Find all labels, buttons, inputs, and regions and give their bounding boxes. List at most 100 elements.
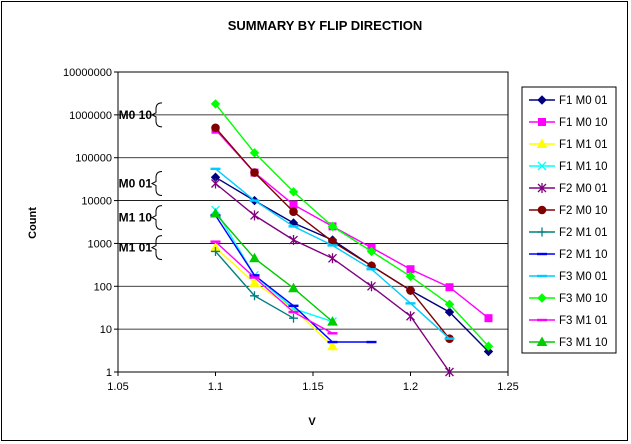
legend-item-f3-m0-01: F3 M0 01 [529,271,608,283]
data-point-f2-m1-01 [250,291,259,301]
series-line-f3-m0-10 [214,103,490,347]
annotation-m0-10: M0 10 [119,102,163,128]
legend-item-f1-m1-10: F1 M1 10 [529,161,608,173]
series-f1-m1-01 [210,242,338,351]
data-point-f3-m0-10 [444,299,455,310]
series-line-f3-m1-10 [214,213,333,323]
x-tick-label: 1.15 [302,381,323,393]
y-tick-label: 10000 [81,196,112,208]
data-point-f1-m0-10 [406,265,415,274]
legend-item-f3-m1-01: F3 M1 01 [529,315,608,327]
data-point-f1-m0-10 [445,283,454,292]
data-point-f2-m0-10 [250,168,259,177]
series-f2-m0-01 [211,178,454,377]
data-point-f3-m0-10 [405,271,416,282]
legend-box [521,86,617,354]
annotation-label: M1 10 [119,211,153,225]
annotations: M0 10 M0 01 M1 10 M1 01 [119,102,163,261]
data-point-f2-m1-01 [289,313,298,323]
series-group [210,99,494,377]
legend-item-f1-m1-01: F1 M1 01 [529,138,608,151]
legend: F1 M0 01 F1 M0 10 F1 M1 01 F1 M1 10 F2 M0 01… [521,86,617,354]
x-tick-label: 1.1 [208,381,223,393]
legend-marker [538,118,546,126]
series-f3-m0-10 [210,99,494,351]
data-point-f2-m0-01 [367,281,376,292]
legend-label: F1 M1 10 [559,161,608,173]
legend-label: F2 M0 10 [559,205,608,217]
legend-marker [537,205,547,215]
data-point-f2-m0-01 [406,311,415,322]
data-point-f3-m1-10 [327,316,338,326]
annotation-bracket [150,205,163,231]
series-f3-m1-01 [210,240,338,335]
series-f2-m1-10 [210,214,377,344]
legend-item-f2-m0-01: F2 M0 01 [529,183,608,195]
data-point-f2-m0-10 [211,123,220,133]
annotation-label: M1 01 [119,241,153,255]
y-tick-label: 10000000 [63,67,112,79]
legend-item-f2-m1-10: F2 M1 10 [529,249,608,261]
data-point-f1-m0-01 [483,346,494,357]
legend-label: F2 M0 01 [559,183,608,195]
series-f3-m0-01 [210,167,455,340]
annotation-label: M0 10 [119,108,153,122]
x-axis-title: V [308,416,316,428]
legend-label: F1 M0 10 [559,117,608,129]
data-point-f3-m0-10 [327,221,338,232]
series-line-f1-m1-10 [214,209,333,323]
series-line-f1-m0-01 [215,176,489,353]
x-tick-label: 1.2 [403,381,418,393]
data-point-f2-m1-01 [211,246,220,256]
legend-marker [537,183,547,193]
y-axis-title: Count [27,207,39,239]
annotation-m1-01: M1 01 [119,235,163,261]
series-f3-m1-10 [210,207,338,326]
legend-item-f2-m1-01: F2 M1 01 [529,227,608,239]
y-axis: 1 10 100 1000 10000 100000 1000000 10000000 [63,67,118,379]
legend-item-f1-m0-10: F1 M0 10 [529,117,608,129]
chart-title: SUMMARY BY FLIP DIRECTION [228,18,423,33]
x-tick-label: 1.25 [497,381,518,393]
series-line-f1-m0-10 [214,129,489,319]
data-point-f2-m0-10 [406,286,415,295]
data-point-f3-m1-10 [288,282,299,293]
legend-label: F3 M1 10 [559,337,608,349]
legend-marker [537,161,547,171]
legend-label: F1 M0 01 [559,95,608,107]
y-tick-label: 100 [94,281,112,293]
legend-label: F2 M1 10 [559,249,608,261]
data-point-f1-m0-10 [484,314,493,323]
data-point-f3-m0-10 [210,99,221,109]
y-tick-label: 10 [100,324,112,336]
legend-marker [536,138,548,148]
data-point-f3-m0-10 [483,341,494,351]
data-point-f2-m0-01 [445,367,454,377]
y-tick-label: 1000 [88,238,112,250]
series-line-f1-m1-01 [215,247,333,347]
data-point-f3-m0-10 [366,246,377,257]
legend-marker [537,293,547,303]
legend-label: F3 M0 01 [559,271,608,283]
legend-marker [536,336,548,346]
legend-marker [537,95,547,105]
legend-item-f3-m0-10: F3 M0 10 [529,293,608,305]
data-point-f2-m0-01 [250,210,259,221]
annotation-bracket [150,235,163,261]
legend-marker [537,227,547,237]
data-point-f3-m0-10 [249,148,260,158]
gridlines [118,114,508,330]
annotation-bracket [150,102,163,128]
y-tick-label: 1 [106,367,112,379]
y-tick-label: 1000000 [69,110,112,122]
data-point-f2-m0-01 [289,235,298,246]
x-tick-label: 1.05 [107,381,128,393]
series-line-f3-m1-01 [215,241,333,334]
legend-label: F3 M0 10 [559,293,608,305]
data-point-f1-m1-01 [327,340,338,351]
annotation-m0-01: M0 01 [119,171,163,197]
data-point-f1-m1-01 [249,277,260,287]
data-point-f3-m0-10 [288,187,299,197]
legend-item-f3-m1-10: F3 M1 10 [529,336,608,349]
legend-label: F1 M1 01 [559,139,608,151]
